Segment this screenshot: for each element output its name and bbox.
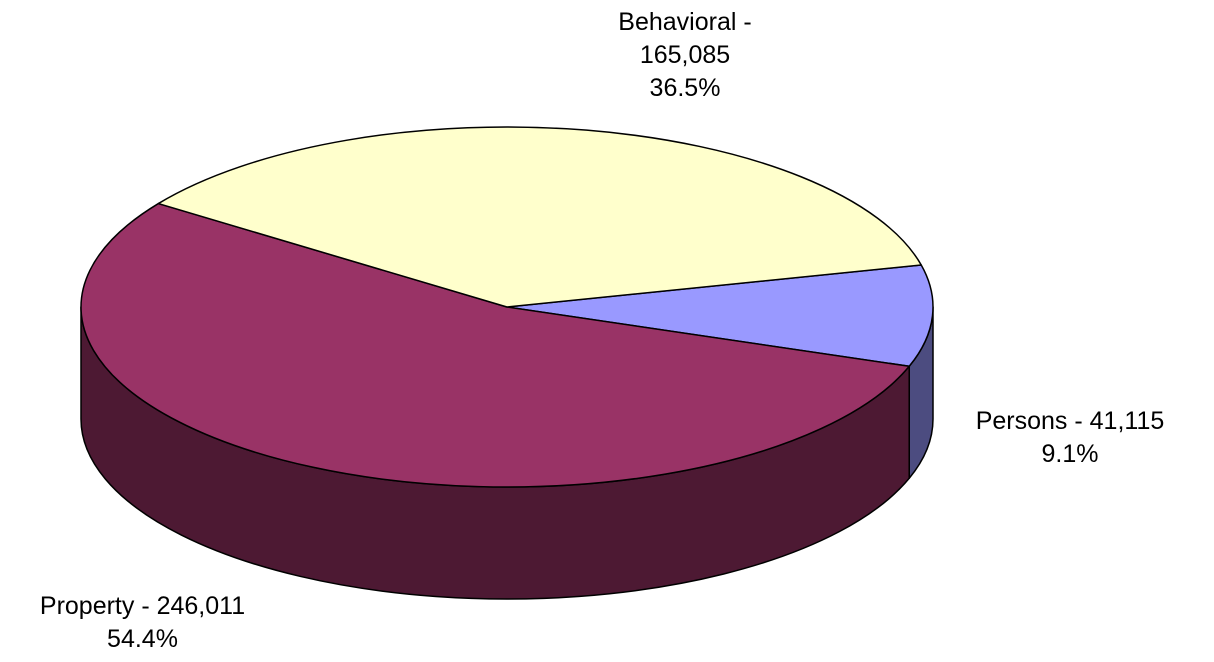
- label-behavioral-line-1: Behavioral -: [618, 8, 752, 36]
- label-behavioral-line-2: 165,085: [639, 41, 731, 69]
- pie-slice-property: [80, 202, 910, 488]
- pie-slice-persons: [506, 264, 934, 368]
- label-behavioral: Behavioral - 165,085 36.5%: [590, 6, 780, 105]
- pie-slice-behavioral: [157, 126, 922, 308]
- label-persons-line-1: Persons - 41,115: [975, 407, 1165, 435]
- label-property: Property - 246,011 54.4%: [0, 590, 285, 656]
- label-property-line-2: 54.4%: [107, 625, 178, 653]
- label-property-line-1: Property - 246,011: [39, 592, 246, 620]
- label-behavioral-line-3: 36.5%: [649, 74, 721, 102]
- label-persons-line-2: 9.1%: [1041, 440, 1099, 468]
- label-persons: Persons - 41,115 9.1%: [940, 405, 1200, 471]
